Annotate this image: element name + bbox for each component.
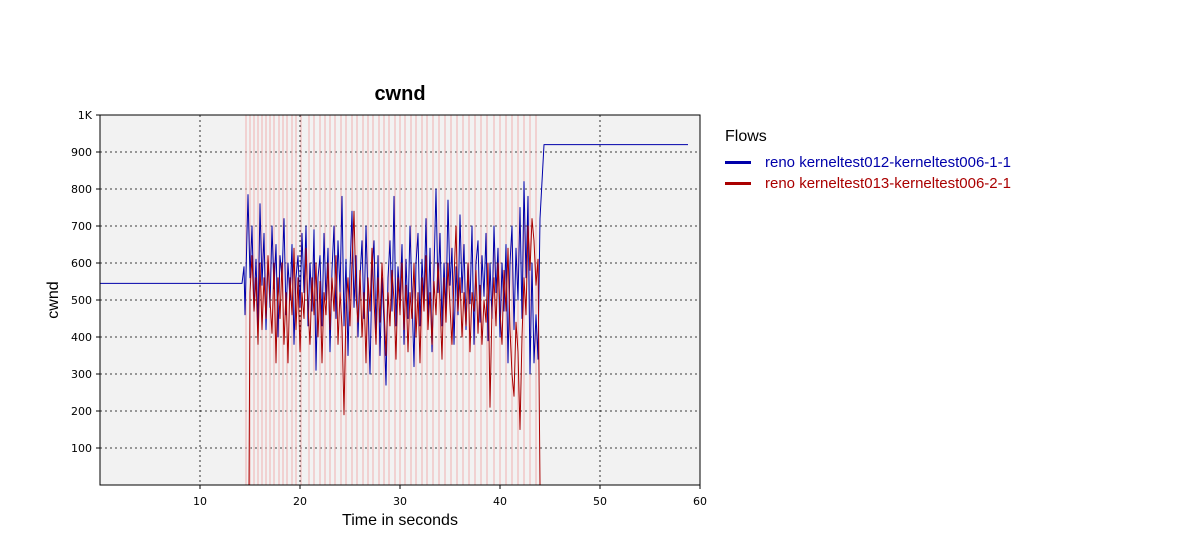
legend-item-flow-2: reno kerneltest013-kerneltest006-2-1 [725,173,1011,194]
y-tick-label: 800 [71,183,92,196]
legend-label-flow-1: reno kerneltest012-kerneltest006-1-1 [765,154,1011,171]
x-tick-label: 40 [493,495,507,508]
x-tick-label: 60 [693,495,707,508]
x-tick-label: 10 [193,495,207,508]
series-line-flow-1 [100,144,688,386]
y-tick-label: 900 [71,146,92,159]
y-tick-label: 100 [71,442,92,455]
x-axis-label: Time in seconds [342,512,458,529]
legend-title: Flows [725,128,767,145]
legend-label-flow-2: reno kerneltest013-kerneltest006-2-1 [765,175,1011,192]
y-tick-label: 1K [78,109,93,122]
x-tick-label: 50 [593,495,607,508]
legend-item-flow-1: reno kerneltest012-kerneltest006-1-1 [725,152,1011,173]
plot-frame [99,114,701,486]
legend-swatch-flow-2 [725,182,751,185]
y-tick-label: 300 [71,368,92,381]
y-tick-label: 200 [71,405,92,418]
plot-area: 100 200 300 400 500 600 700 800 900 1K 10 20 30 40 50 6… [71,109,707,508]
y-tick-label: 400 [71,331,92,344]
x-tick-label: 20 [293,495,307,508]
chart-title: cwnd [374,83,425,105]
y-axis-label: cwnd [45,281,62,318]
legend-swatch-flow-1 [725,161,751,164]
series-line-flow-2 [100,210,700,486]
y-tick-label: 500 [71,294,92,307]
y-tick-label: 600 [71,257,92,270]
x-tick-label: 30 [393,495,407,508]
legend: Flows reno kerneltest012-kerneltest006-1… [725,128,1011,194]
y-tick-label: 700 [71,220,92,233]
